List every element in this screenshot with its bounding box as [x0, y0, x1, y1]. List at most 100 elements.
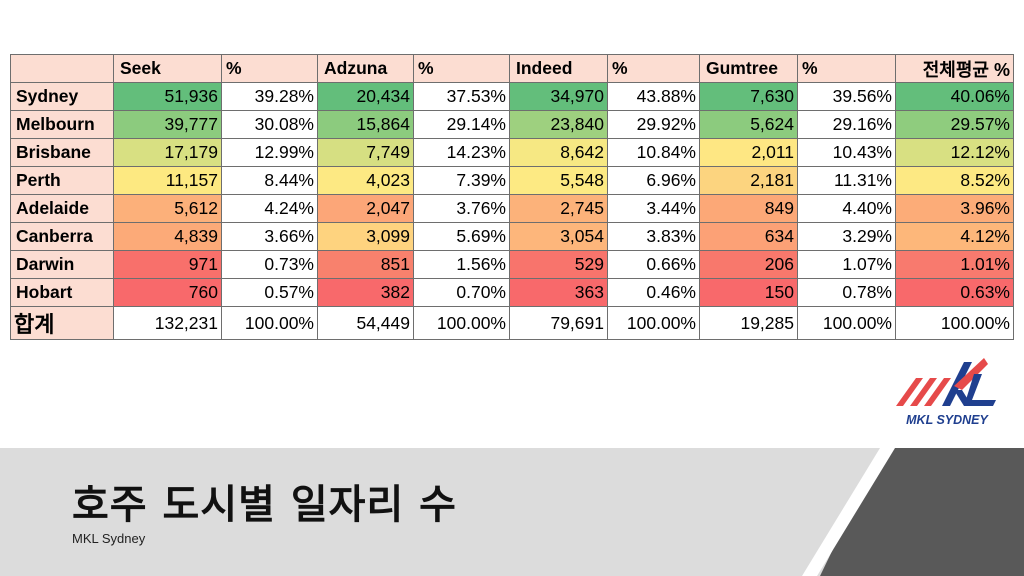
seek-percent: 39.28% [221, 82, 318, 111]
average-percent: 1.01% [895, 250, 1014, 279]
adzuna-count: 382 [317, 278, 414, 307]
gumtree-percent: 3.29% [797, 222, 896, 251]
indeed-percent: 29.92% [607, 110, 700, 139]
gumtree-percent: 1.07% [797, 250, 896, 279]
adzuna-count: 851 [317, 250, 414, 279]
gumtree-total-percent: 100.00% [797, 306, 896, 340]
header-corner [10, 54, 114, 83]
seek-percent: 4.24% [221, 194, 318, 223]
adzuna-count: 7,749 [317, 138, 414, 167]
header-gumtree-pct: % [797, 54, 896, 83]
adzuna-total-percent: 100.00% [413, 306, 510, 340]
city-name: Adelaide [10, 194, 114, 223]
adzuna-percent: 1.56% [413, 250, 510, 279]
gumtree-count: 2,181 [699, 166, 798, 195]
seek-percent: 3.66% [221, 222, 318, 251]
city-name: Perth [10, 166, 114, 195]
table-row: Adelaide 5,612 4.24% 2,047 3.76% 2,745 3.44% 84… [10, 194, 1014, 223]
header-seek-pct: % [221, 54, 318, 83]
indeed-count: 8,642 [509, 138, 608, 167]
adzuna-percent: 14.23% [413, 138, 510, 167]
average-percent: 0.63% [895, 278, 1014, 307]
gumtree-count: 150 [699, 278, 798, 307]
gumtree-percent: 10.43% [797, 138, 896, 167]
indeed-count: 3,054 [509, 222, 608, 251]
indeed-percent: 3.83% [607, 222, 700, 251]
seek-percent: 0.73% [221, 250, 318, 279]
gumtree-percent: 4.40% [797, 194, 896, 223]
indeed-count: 23,840 [509, 110, 608, 139]
gumtree-count: 2,011 [699, 138, 798, 167]
seek-percent: 12.99% [221, 138, 318, 167]
header-adzuna: Adzuna [317, 54, 414, 83]
seek-total-percent: 100.00% [221, 306, 318, 340]
table-row: Darwin 971 0.73% 851 1.56% 529 0.66% 206 1.07% 1.… [10, 250, 1014, 279]
header-indeed: Indeed [509, 54, 608, 83]
gumtree-count: 634 [699, 222, 798, 251]
gumtree-percent: 39.56% [797, 82, 896, 111]
indeed-percent: 10.84% [607, 138, 700, 167]
average-percent: 40.06% [895, 82, 1014, 111]
table-row: Hobart 760 0.57% 382 0.70% 363 0.46% 150 0.78% 0.… [10, 278, 1014, 307]
mkl-logo-mark-icon [896, 358, 996, 406]
header-seek: Seek [113, 54, 222, 83]
indeed-count: 2,745 [509, 194, 608, 223]
seek-count: 5,612 [113, 194, 222, 223]
seek-count: 11,157 [113, 166, 222, 195]
indeed-percent: 6.96% [607, 166, 700, 195]
header-average: 전체평균 % [895, 54, 1014, 83]
seek-count: 760 [113, 278, 222, 307]
mkl-sydney-logo: MKL SYDNEY [896, 358, 996, 427]
table-header-row: Seek % Adzuna % Indeed % Gumtree % 전체평균 … [10, 54, 1014, 83]
table-row: Perth 11,157 8.44% 4,023 7.39% 5,548 6.96% 2,18… [10, 166, 1014, 195]
adzuna-count: 2,047 [317, 194, 414, 223]
city-name: Melbourn [10, 110, 114, 139]
indeed-total: 79,691 [509, 306, 608, 340]
indeed-count: 5,548 [509, 166, 608, 195]
gumtree-percent: 0.78% [797, 278, 896, 307]
seek-count: 51,936 [113, 82, 222, 111]
average-percent: 12.12% [895, 138, 1014, 167]
indeed-percent: 0.46% [607, 278, 700, 307]
indeed-count: 34,970 [509, 82, 608, 111]
indeed-percent: 3.44% [607, 194, 700, 223]
gumtree-count: 7,630 [699, 82, 798, 111]
adzuna-percent: 7.39% [413, 166, 510, 195]
adzuna-count: 4,023 [317, 166, 414, 195]
average-percent: 4.12% [895, 222, 1014, 251]
average-percent: 3.96% [895, 194, 1014, 223]
seek-percent: 30.08% [221, 110, 318, 139]
table-row: Canberra 4,839 3.66% 3,099 5.69% 3,054 3.83% 63… [10, 222, 1014, 251]
city-name: Canberra [10, 222, 114, 251]
indeed-percent: 43.88% [607, 82, 700, 111]
adzuna-percent: 0.70% [413, 278, 510, 307]
header-indeed-pct: % [607, 54, 700, 83]
city-name: Sydney [10, 82, 114, 111]
seek-total: 132,231 [113, 306, 222, 340]
city-name: Darwin [10, 250, 114, 279]
average-total-percent: 100.00% [895, 306, 1014, 340]
job-count-table: Seek % Adzuna % Indeed % Gumtree % 전체평균 … [10, 54, 1014, 340]
adzuna-count: 20,434 [317, 82, 414, 111]
logo-text: MKL SYDNEY [906, 413, 989, 427]
seek-percent: 8.44% [221, 166, 318, 195]
slide-title: 호주 도시별 일자리 수 [72, 482, 457, 528]
seek-percent: 0.57% [221, 278, 318, 307]
adzuna-total: 54,449 [317, 306, 414, 340]
average-percent: 8.52% [895, 166, 1014, 195]
average-percent: 29.57% [895, 110, 1014, 139]
table-row: Brisbane 17,179 12.99% 7,749 14.23% 8,642 10.8… [10, 138, 1014, 167]
adzuna-percent: 37.53% [413, 82, 510, 111]
seek-count: 17,179 [113, 138, 222, 167]
gumtree-percent: 11.31% [797, 166, 896, 195]
adzuna-percent: 29.14% [413, 110, 510, 139]
indeed-percent: 0.66% [607, 250, 700, 279]
adzuna-count: 3,099 [317, 222, 414, 251]
total-label: 합계 [10, 306, 114, 340]
city-name: Hobart [10, 278, 114, 307]
gumtree-count: 206 [699, 250, 798, 279]
gumtree-total: 19,285 [699, 306, 798, 340]
gumtree-percent: 29.16% [797, 110, 896, 139]
indeed-count: 363 [509, 278, 608, 307]
gumtree-count: 849 [699, 194, 798, 223]
